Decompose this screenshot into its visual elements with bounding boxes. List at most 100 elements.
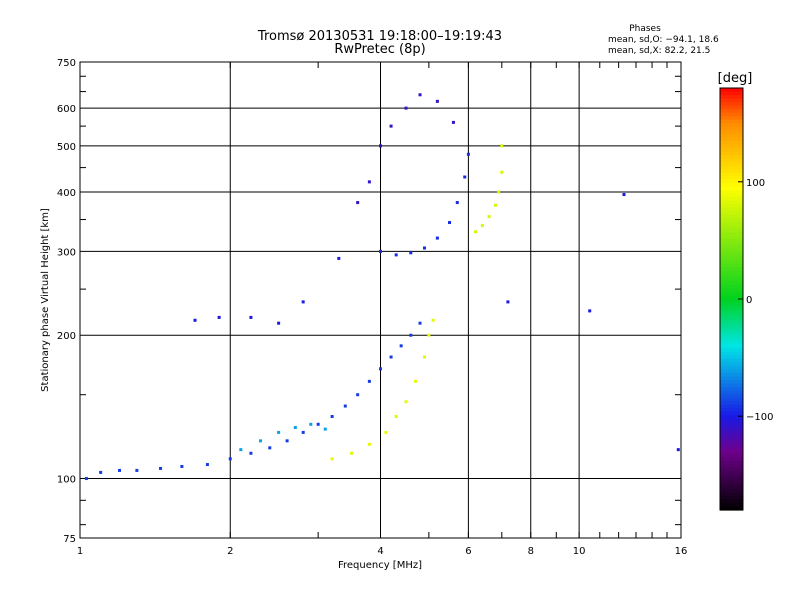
colorbar-segment [720, 436, 743, 441]
colorbar-segment [720, 193, 743, 198]
data-point [494, 203, 498, 207]
colorbar-segment [720, 393, 743, 399]
colorbar-segment [720, 200, 743, 205]
colorbar-segment [720, 207, 743, 212]
x-tick-label: 4 [377, 546, 383, 557]
colorbar-segment [720, 144, 743, 149]
data-point [379, 144, 382, 148]
colorbar-segment [720, 474, 743, 479]
colorbar-segment [720, 488, 743, 494]
colorbar-segment [720, 172, 743, 177]
colorbar-segment [720, 355, 743, 360]
colorbar-tick-label: 100 [746, 178, 765, 189]
colorbar-segment [720, 502, 743, 508]
data-point [394, 253, 398, 257]
data-point [389, 124, 393, 128]
colorbar-segment [720, 439, 743, 444]
colorbar-segment [720, 253, 743, 258]
data-point [193, 318, 197, 322]
colorbar-segment [720, 400, 743, 406]
data-point [500, 170, 504, 174]
y-tick-label: 200 [57, 331, 76, 342]
data-point [367, 442, 371, 446]
colorbar-segment [720, 161, 743, 166]
colorbar-segment [720, 147, 743, 152]
colorbar-segment [720, 432, 743, 437]
data-point [337, 256, 341, 260]
data-point [367, 379, 371, 383]
colorbar-segment [720, 460, 743, 465]
data-point [431, 318, 435, 322]
colorbar-segment [720, 239, 743, 244]
colorbar-segment [720, 481, 743, 486]
data-point [356, 393, 360, 397]
data-point [379, 367, 382, 371]
data-point [99, 470, 103, 474]
data-point [427, 333, 431, 337]
data-point [277, 430, 281, 434]
phase-box-line-o: mean, sd,O: −94.1, 18.6 [608, 35, 719, 45]
colorbar-segment [720, 330, 743, 335]
y-tick-label: 300 [57, 247, 76, 258]
plot-frame [79, 61, 682, 539]
data-point [480, 224, 484, 228]
y-tick-label: 750 [57, 58, 76, 69]
data-point [268, 446, 272, 450]
colorbar-segment [720, 429, 743, 434]
data-point [413, 379, 417, 383]
data-point [205, 463, 209, 467]
data-point [301, 430, 305, 434]
colorbar-segment [720, 464, 743, 469]
colorbar-segment [720, 228, 743, 233]
colorbar-segment [720, 411, 743, 416]
colorbar-segment [720, 95, 743, 100]
data-point [249, 451, 253, 455]
colorbar-segment [720, 320, 743, 325]
colorbar-segment [720, 313, 743, 318]
colorbar-segment [720, 91, 743, 96]
colorbar-segment [720, 450, 743, 455]
colorbar-segment [720, 225, 743, 230]
colorbar-segment [720, 492, 743, 497]
colorbar-segment [720, 425, 743, 430]
colorbar-segment [720, 232, 743, 237]
y-tick-label: 75 [63, 534, 76, 545]
y-tick-label: 500 [57, 142, 76, 153]
data-point [487, 215, 491, 219]
x-tick-label: 10 [573, 546, 586, 557]
colorbar-segment [720, 137, 743, 142]
colorbar-segment [720, 443, 743, 448]
colorbar-segment [720, 376, 743, 381]
grid [79, 62, 682, 538]
colorbar-label: [deg] [718, 71, 753, 86]
colorbar-segment [720, 133, 743, 138]
colorbar-segment [720, 302, 743, 307]
colorbar-segment [720, 341, 743, 346]
data-point [356, 201, 360, 205]
phase-box-line-x: mean, sd,X: 82.2, 21.5 [608, 46, 710, 56]
colorbar-segment [720, 379, 743, 384]
data-point [497, 190, 501, 194]
colorbar-segment [720, 221, 743, 226]
x-tick-label: 1 [77, 546, 83, 557]
colorbar-segment [720, 235, 743, 240]
colorbar-segment [720, 457, 743, 462]
colorbar-segment [720, 334, 743, 339]
phase-colorbar [719, 87, 744, 511]
colorbar-segment [720, 358, 743, 363]
data-point [135, 468, 139, 472]
colorbar-segment [720, 151, 743, 156]
colorbar-segment [720, 214, 743, 219]
data-point [239, 448, 243, 452]
colorbar-segment [720, 256, 743, 261]
colorbar-segment [720, 390, 743, 395]
phase-box-heading: Phases [629, 24, 661, 34]
colorbar-segment [720, 299, 743, 304]
colorbar-segment [720, 98, 743, 103]
x-tick-label: 6 [465, 546, 471, 557]
colorbar-segment [720, 112, 743, 117]
colorbar-segment [720, 140, 743, 145]
colorbar-tick-label: 0 [746, 295, 752, 306]
colorbar-segment [720, 175, 743, 181]
